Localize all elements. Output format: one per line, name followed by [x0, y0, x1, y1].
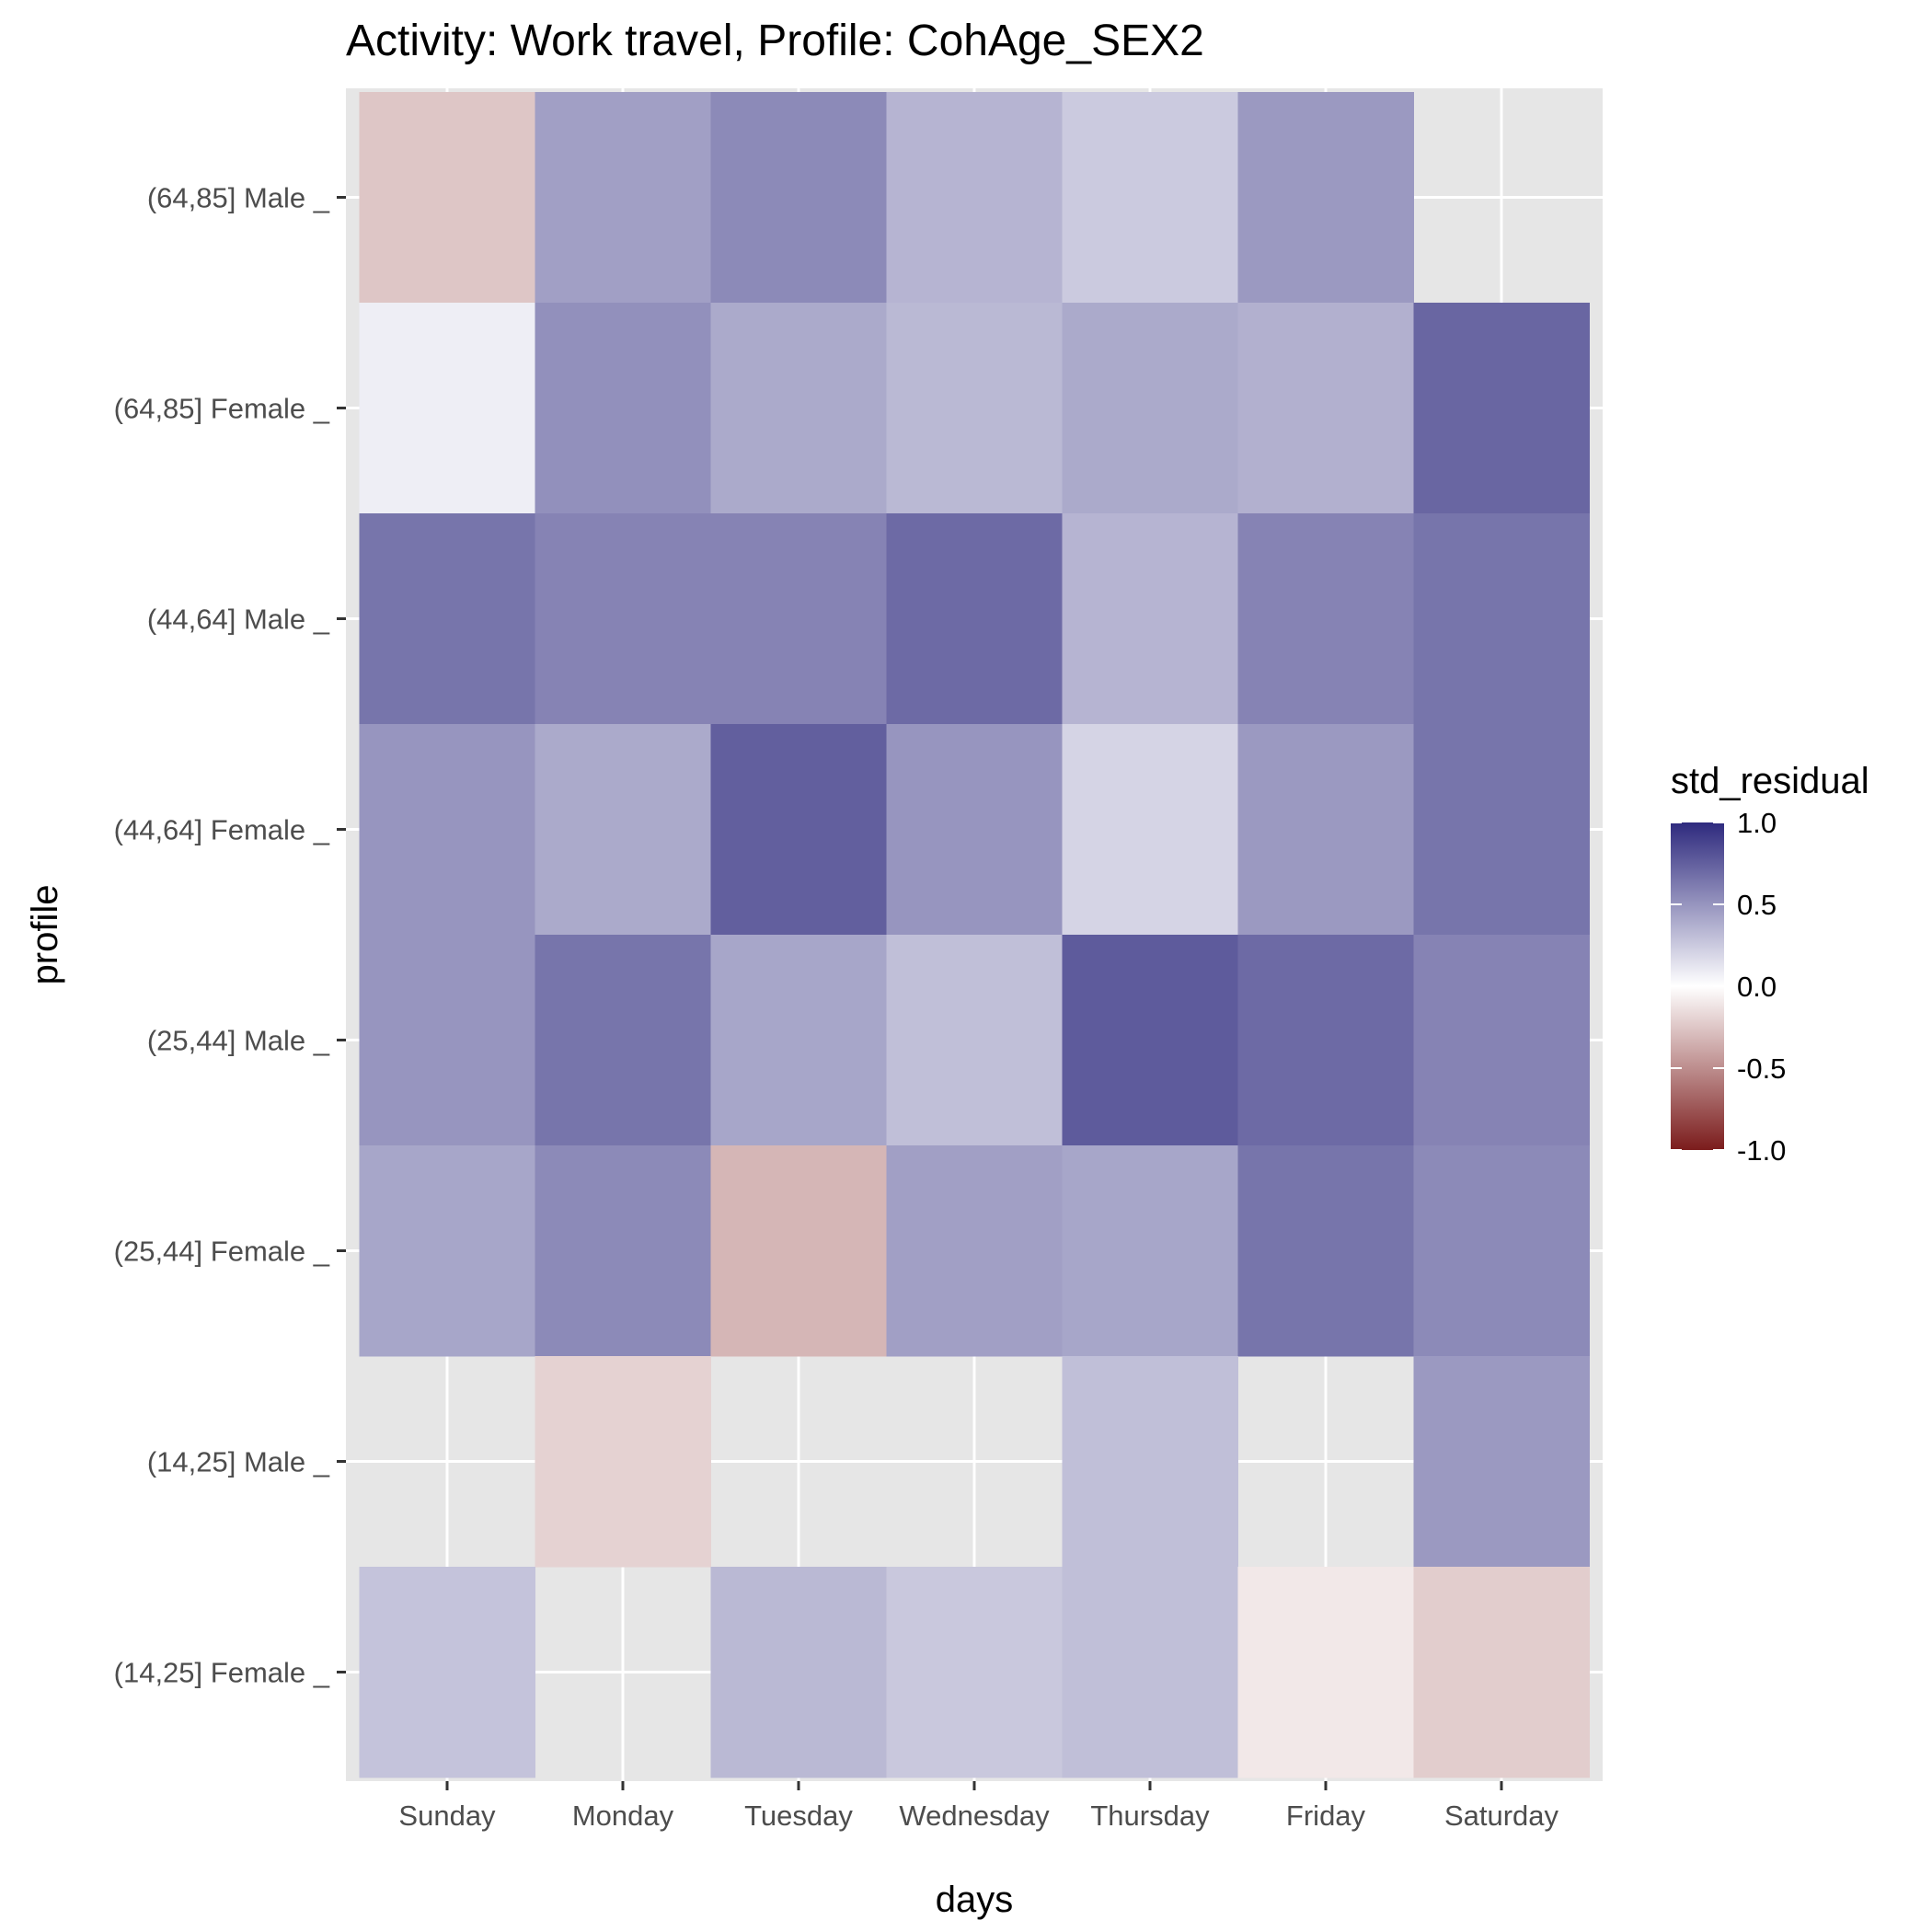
heatmap-cell: [1062, 1567, 1238, 1778]
heatmap-cell: [1062, 724, 1238, 936]
heatmap-cell: [1062, 513, 1238, 725]
x-tick-label: Sunday: [398, 1800, 496, 1832]
legend-tick-label: 0.0: [1737, 971, 1777, 1003]
heatmap-cell: [535, 724, 711, 936]
x-axis: Sunday Monday Tuesday Wednesday Thursday Frid…: [398, 1781, 1559, 1832]
heatmap-cell: [886, 935, 1063, 1146]
x-tick-label: Monday: [572, 1800, 674, 1832]
heatmap-cell: [359, 513, 535, 725]
heatmap-cell: [1062, 1356, 1238, 1568]
heatmap-cell: [535, 513, 711, 725]
heatmap-cell: [1237, 935, 1414, 1146]
y-tick-label: (64,85] Male _: [147, 182, 330, 214]
heatmap-cell: [1062, 303, 1238, 514]
x-tick-label: Thursday: [1090, 1800, 1210, 1832]
y-tick-label: (25,44] Female _: [114, 1236, 330, 1268]
y-axis: (64,85] Male _ (64,85] Female _ (44,64] Ma…: [114, 182, 346, 1689]
heatmap-cell: [359, 1145, 535, 1357]
legend-title: std_residual: [1671, 761, 1869, 801]
y-axis-title: profile: [25, 885, 65, 985]
heatmap-cell: [886, 724, 1063, 936]
heatmap-cell: [359, 92, 535, 304]
legend-tick-label: 0.5: [1737, 889, 1777, 921]
heatmap-cell: [535, 1356, 711, 1568]
heatmap-cell: [535, 303, 711, 514]
y-tick-label: (64,85] Female _: [114, 393, 330, 425]
heatmap-cell: [535, 935, 711, 1146]
heatmap-cell: [886, 513, 1063, 725]
legend-tick-label: -0.5: [1737, 1052, 1786, 1085]
heatmap-cell: [1237, 303, 1414, 514]
heatmap-cell: [710, 724, 887, 936]
y-tick-label: (44,64] Female _: [114, 814, 330, 846]
heatmap-cell: [710, 1567, 887, 1778]
legend-ticks: 1.0 0.5 0.0 -0.5 -1.0: [1671, 807, 1786, 1167]
x-tick-label: Wednesday: [899, 1800, 1050, 1832]
heatmap-cell: [886, 1567, 1063, 1778]
heatmap-cell: [359, 724, 535, 936]
heatmap-cell: [1237, 724, 1414, 936]
x-axis-title: days: [936, 1880, 1014, 1920]
heatmap-cell: [1062, 1145, 1238, 1357]
y-tick-label: (14,25] Female _: [114, 1657, 330, 1689]
heatmap-cell: [1062, 92, 1238, 304]
heatmap-cell: [1237, 513, 1414, 725]
legend-tick-label: 1.0: [1737, 807, 1777, 839]
heatmap-cell: [710, 92, 887, 304]
heatmap-cell: [710, 513, 887, 725]
heatmap-cell: [710, 935, 887, 1146]
heatmap-cell: [359, 935, 535, 1146]
legend-tick-label: -1.0: [1737, 1134, 1786, 1167]
heatmap-cell: [1062, 935, 1238, 1146]
heatmap-cell: [886, 1145, 1063, 1357]
x-tick-label: Friday: [1286, 1800, 1366, 1832]
heatmap-cell: [1413, 303, 1590, 514]
color-legend: std_residual 1.0 0.5 0.0 -0.5 -1.0: [1671, 761, 1869, 1167]
chart-title: Activity: Work travel, Profile: CohAge_S…: [346, 17, 1204, 65]
heatmap-cell: [886, 303, 1063, 514]
x-tick-label: Saturday: [1444, 1800, 1559, 1832]
heatmap-cell: [535, 92, 711, 304]
heatmap-cell: [1237, 92, 1414, 304]
heatmap-cell: [886, 92, 1063, 304]
y-tick-label: (44,64] Male _: [147, 604, 330, 636]
heatmap-cell: [1413, 1356, 1590, 1568]
heatmap-cell: [1413, 724, 1590, 936]
heatmap-cell: [710, 1145, 887, 1357]
heatmap-cell: [1413, 1567, 1590, 1778]
heatmap-cell: [1413, 1145, 1590, 1357]
heatmap-cell: [535, 1145, 711, 1357]
heatmap-cell: [1237, 1145, 1414, 1357]
y-tick-label: (25,44] Male _: [147, 1025, 330, 1057]
heatmap-cell: [359, 1567, 535, 1778]
heatmap-cell: [1237, 1567, 1414, 1778]
heatmap-cell: [1413, 935, 1590, 1146]
heatmap-cells: [359, 92, 1590, 1778]
heatmap-cell: [359, 303, 535, 514]
x-tick-label: Tuesday: [744, 1800, 853, 1832]
y-tick-label: (14,25] Male _: [147, 1446, 330, 1478]
heatmap-cell: [710, 303, 887, 514]
heatmap-cell: [1413, 513, 1590, 725]
